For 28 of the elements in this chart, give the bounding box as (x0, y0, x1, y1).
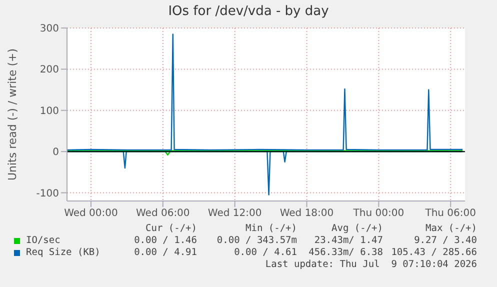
legend-label: IO/sec (26, 235, 60, 246)
text: 456.33m/ 6.38 (308, 247, 383, 258)
text: 0.00 / 4.91 (134, 247, 197, 258)
y-tick-label: 0 (52, 147, 59, 158)
y-axis-title: Units read (-) / write (+) (6, 48, 19, 181)
legend-label: Req Size (KB) (26, 247, 100, 258)
text: 105.43 / 285.66 (391, 247, 477, 258)
text: Last update: Thu Jul 9 07:10:04 2026 (265, 259, 477, 270)
text: Avg (-/+) (332, 223, 383, 234)
y-tick-label: -100 (36, 188, 59, 200)
text: 0.00 / 1.46 (134, 235, 197, 246)
x-tick-label: Wed 18:00 (280, 208, 334, 220)
text: 0.00 / 343.57m (216, 235, 297, 246)
x-tick-label: Thu 06:00 (424, 208, 476, 220)
x-tick-label: Wed 12:00 (208, 208, 262, 220)
x-tick-label: Wed 00:00 (64, 208, 118, 220)
y-tick-label: 300 (40, 24, 59, 35)
text: Max (-/+) (426, 223, 477, 234)
text: 23.43m/ 1.47 (314, 235, 383, 246)
text: Min (-/+) (246, 223, 297, 234)
y-tick-label: 100 (40, 106, 59, 117)
chart-title: IOs for /dev/vda - by day (167, 4, 330, 19)
x-tick-label: Wed 06:00 (136, 208, 190, 220)
text: 0.00 / 4.61 (234, 247, 297, 258)
text: Cur (-/+) (146, 223, 197, 234)
x-tick-label: Thu 00:00 (352, 208, 404, 220)
text: 9.27 / 3.40 (414, 235, 477, 246)
y-tick-label: 200 (40, 64, 59, 76)
